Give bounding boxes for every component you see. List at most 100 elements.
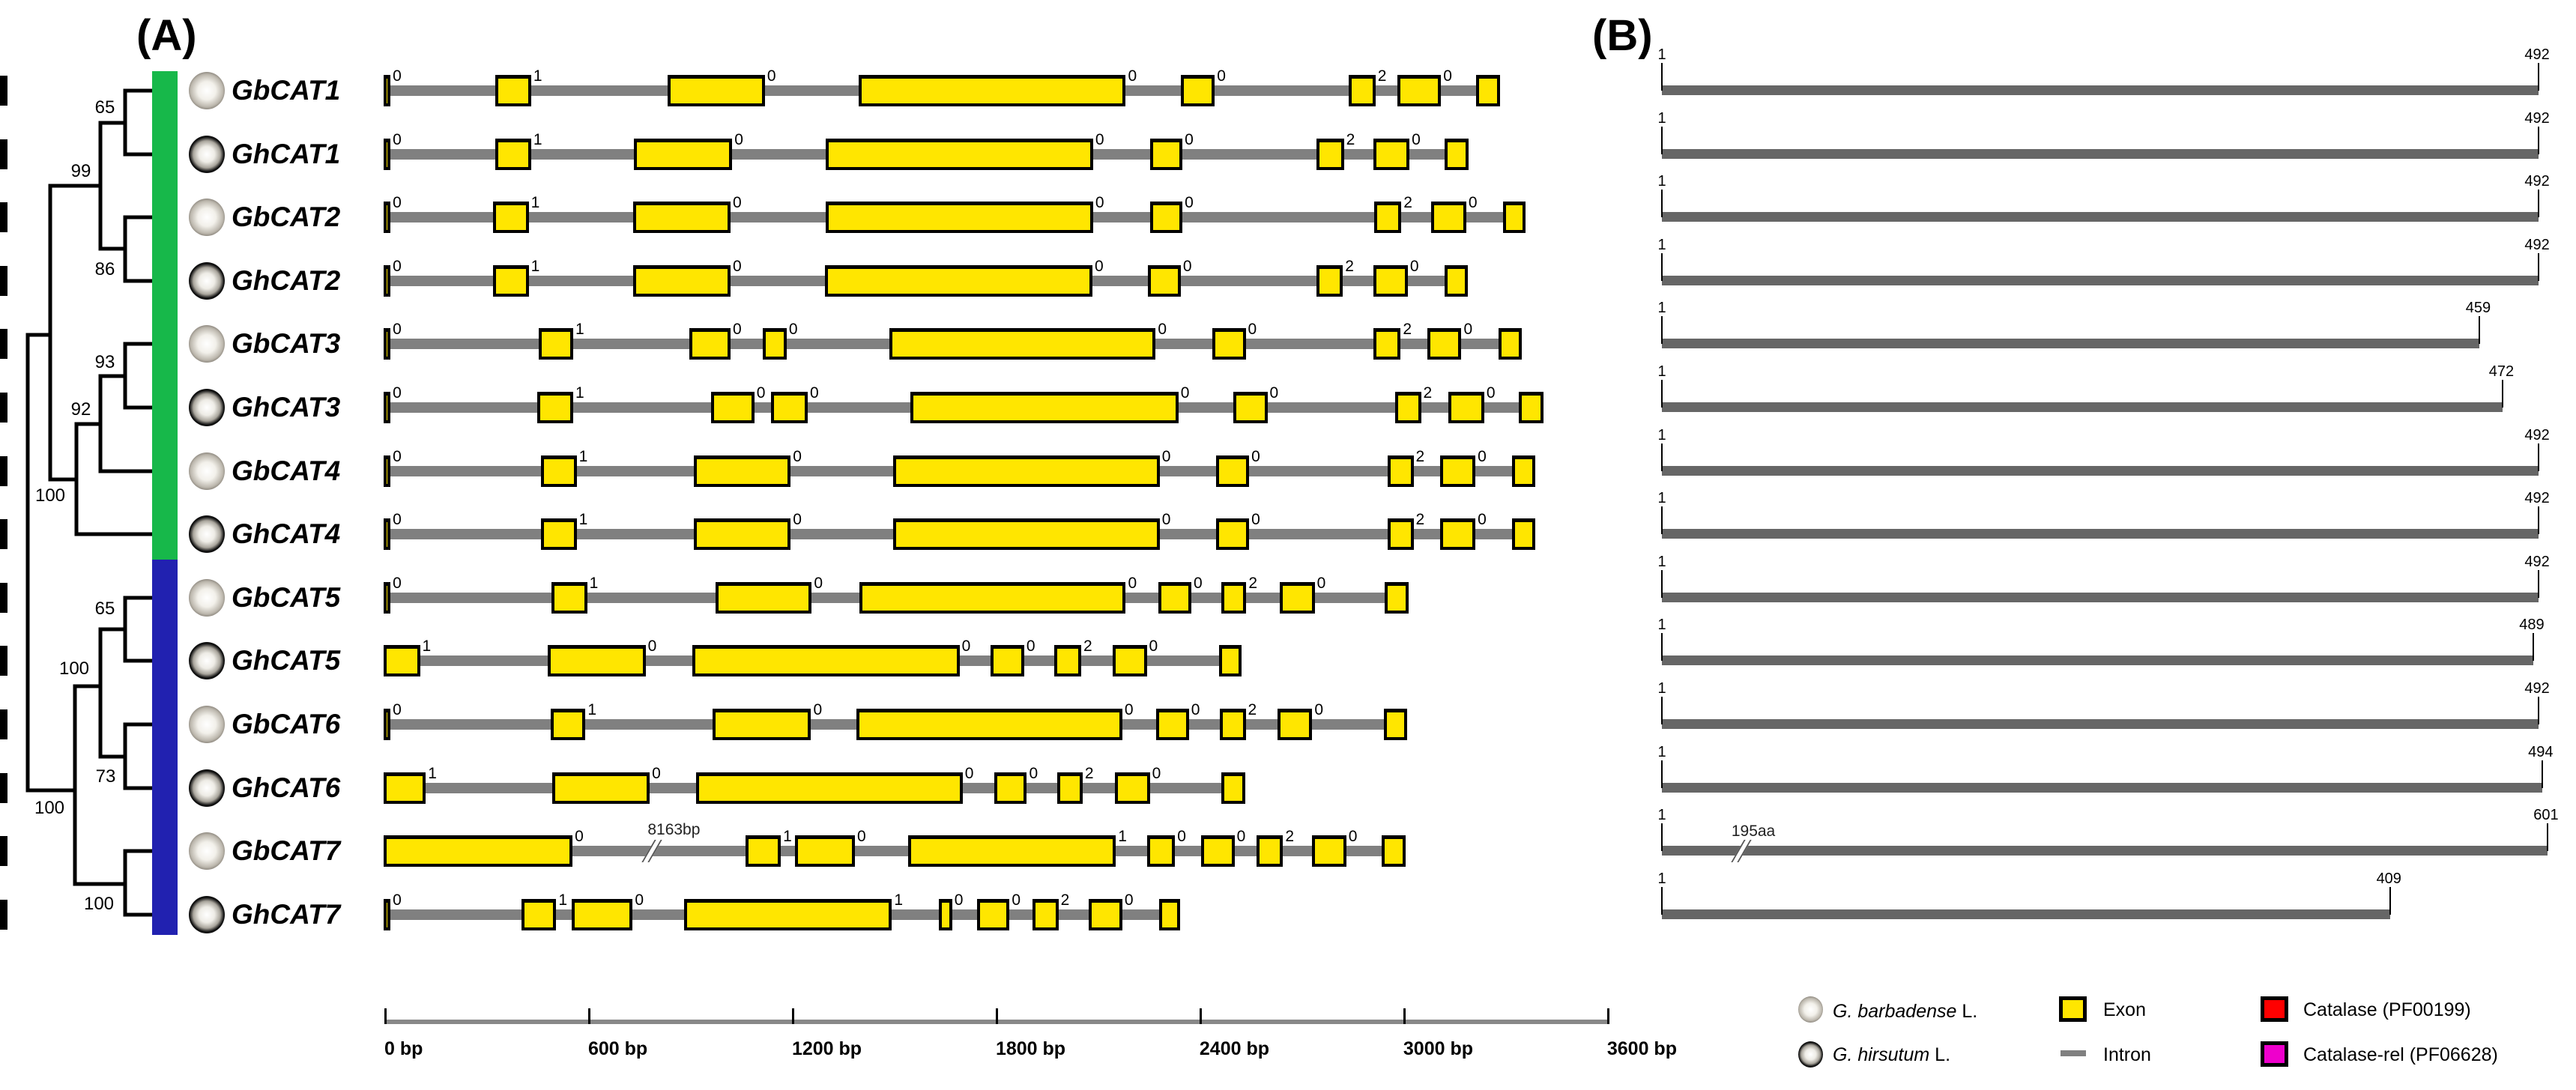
- exon-box: [633, 202, 731, 233]
- protein-start-label: 1: [1657, 871, 1666, 887]
- protein-backbone: [1662, 719, 2539, 729]
- intron-phase-label: 0: [1152, 765, 1161, 782]
- exon-box: [1374, 202, 1402, 233]
- exon-box: [384, 518, 391, 550]
- exon-box: [1149, 139, 1183, 170]
- legend-genus: G.: [1833, 1044, 1858, 1065]
- cotton-boll-barbadense-icon: [189, 72, 225, 109]
- protein-end-tick: [2538, 253, 2540, 281]
- intron-phase-label: 1: [578, 448, 588, 465]
- exon-box: [692, 645, 960, 676]
- legend-genus: G.: [1833, 1001, 1858, 1022]
- intron-phase-label: 0: [1185, 131, 1194, 148]
- exon-box: [1316, 139, 1344, 170]
- intron-phase-label: 1: [589, 575, 599, 592]
- intron-phase-label: 1: [575, 321, 584, 338]
- bootstrap-value: 65: [94, 97, 115, 118]
- protein-start-tick: [1661, 63, 1663, 91]
- gene-name: GhCAT4: [232, 518, 341, 549]
- exon-box: [856, 709, 1122, 740]
- bootstrap-value: 99: [70, 161, 91, 181]
- gene-name: GbCAT4: [232, 455, 341, 486]
- protein-backbone: [1662, 783, 2542, 793]
- exon-box: [977, 899, 1010, 930]
- exon-box: [693, 518, 791, 550]
- protein-start-tick: [1661, 570, 1663, 598]
- intron-phase-label: 0: [1463, 321, 1473, 338]
- intron-phase-label: 0: [393, 194, 402, 211]
- protein-backbone: [1662, 339, 2480, 348]
- exon-box: [892, 518, 1160, 550]
- exon-box: [384, 709, 391, 740]
- panel-b-label: (B): [1592, 11, 1653, 60]
- bootstrap-value: 92: [70, 399, 91, 420]
- intron-phase-label: 0: [733, 321, 742, 338]
- intron-phase-label: 0: [734, 131, 743, 148]
- gene-name: GbCAT2: [232, 202, 341, 232]
- exon-box: [1032, 899, 1059, 930]
- intron-phase-label: 2: [1423, 384, 1433, 402]
- intron-phase-label: 0: [1217, 67, 1226, 85]
- intron-phase-label: 0: [393, 511, 402, 528]
- cotton-boll-barbadense-icon: [189, 706, 225, 743]
- exon-box: [1388, 455, 1414, 487]
- exon-box: [1149, 202, 1183, 233]
- axis-tick: [1403, 1008, 1406, 1024]
- protein-length-label: 459: [2465, 300, 2491, 316]
- tree-branch: [74, 374, 154, 473]
- protein-end-tick: [2541, 760, 2543, 788]
- exon-box: [994, 772, 1027, 804]
- intron-phase-label: 0: [788, 321, 798, 338]
- gene-name: GhCAT5: [232, 645, 341, 676]
- protein-start-tick: [1661, 316, 1663, 344]
- intron-phase-label: 2: [1084, 765, 1094, 782]
- gene-name: GbCAT6: [232, 709, 341, 739]
- protein-start-tick: [1661, 190, 1663, 217]
- exon-box: [495, 75, 531, 106]
- bootstrap-value: 100: [83, 894, 115, 914]
- exon-box: [1444, 139, 1469, 170]
- protein-backbone: [1662, 593, 2539, 602]
- intron-phase-label: 1: [530, 194, 540, 211]
- axis-tick-label: 1800 bp: [995, 1038, 1066, 1059]
- intron-phase-label: 0: [1348, 828, 1358, 845]
- exon-box: [1277, 709, 1313, 740]
- intron-phase-label: 0: [964, 765, 974, 782]
- intron-phase-label: 0: [1149, 638, 1158, 655]
- exon-box: [1388, 518, 1414, 550]
- intron-phase-label: 0: [1191, 701, 1200, 718]
- intron-phase-label: 0: [1486, 384, 1496, 402]
- exon-box: [1233, 392, 1268, 423]
- intron-phase-label: 1: [783, 828, 792, 845]
- protein-start-tick: [1661, 633, 1663, 661]
- catalase-rel-domain: [0, 583, 7, 613]
- protein-backbone: [1662, 402, 2503, 412]
- protein-length-label: 492: [2524, 46, 2550, 63]
- intron-phase-label: 1: [422, 638, 432, 655]
- exon-box: [384, 392, 391, 423]
- protein-end-tick: [2479, 316, 2481, 344]
- exon-box: [1146, 835, 1176, 867]
- bootstrap-value: 93: [94, 352, 115, 372]
- protein-start-label: 1: [1657, 680, 1666, 697]
- cotton-boll-hirsutum-icon: [189, 136, 225, 173]
- intron-phase-label: 1: [428, 765, 437, 782]
- exon-box: [493, 202, 529, 233]
- cotton-boll-hirsutum-icon: [189, 515, 225, 553]
- exon-box: [1383, 709, 1407, 740]
- intron-phase-label: 1: [533, 67, 542, 85]
- intron-phase-label: 1: [575, 384, 584, 402]
- protein-end-tick: [2532, 633, 2534, 661]
- intron-phase-label: 2: [1060, 891, 1070, 909]
- exon-box: [1348, 75, 1376, 106]
- intron-phase-label: 0: [1161, 448, 1171, 465]
- protein-backbone: [1662, 655, 2533, 665]
- protein-backbone: [1662, 212, 2539, 222]
- gene-name: GhCAT2: [232, 265, 341, 296]
- tree-branch: [98, 88, 154, 157]
- exon-box: [634, 139, 733, 170]
- protein-start-label: 1: [1657, 744, 1666, 760]
- protein-length-label: 472: [2488, 363, 2515, 380]
- protein-start-label: 1: [1657, 173, 1666, 190]
- cotton-boll-barbadense-icon: [189, 452, 225, 490]
